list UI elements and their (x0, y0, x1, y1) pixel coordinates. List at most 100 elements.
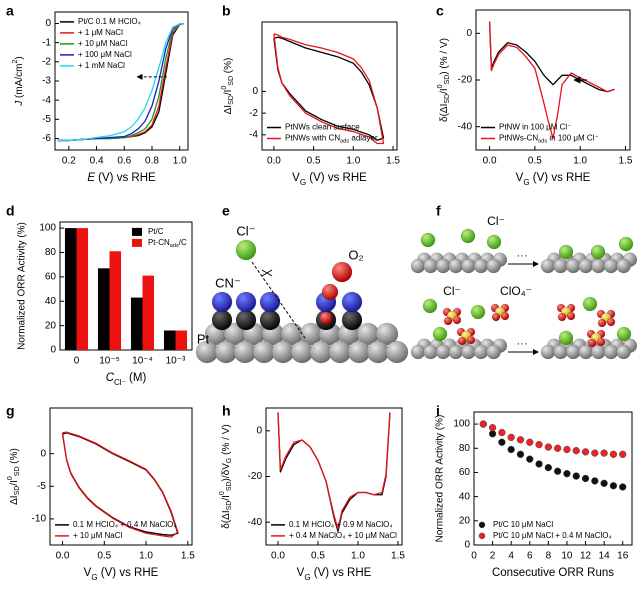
legend-label-part: adlayer (349, 134, 378, 143)
y-axis-label: Normalized ORR Activity (%) (435, 415, 446, 543)
atom (443, 316, 453, 326)
atom (603, 258, 619, 274)
x-axis-label-part: V (292, 172, 300, 184)
y-tick-label: 20 (45, 320, 57, 331)
legend-label: + 1 μM NaCl (78, 28, 123, 37)
x-axis-label-part: G (91, 573, 97, 582)
atom (235, 239, 257, 261)
panel-letter: a (6, 3, 14, 19)
y-tick-label: -40 (458, 121, 473, 132)
atom (214, 340, 238, 364)
data-point (516, 450, 525, 458)
data-point (488, 424, 497, 432)
x-tick-label: 1.5 (386, 156, 400, 167)
x-tick-label: 1.0 (173, 156, 187, 167)
y-tick-label: -2 (42, 56, 51, 67)
legend: Pt/C 10 μM NaCl Pt/C 10 μM NaCl + 0.4 M N… (478, 520, 612, 540)
legend-label: + 0.4 M NaClO₄ + 10 μM NaCl (289, 531, 397, 540)
x-tick-label: 8 (546, 551, 552, 562)
atom (448, 258, 463, 274)
data-point (544, 463, 553, 472)
y-tick-label: 0 (464, 540, 470, 551)
y-axis-label-part: 0 (221, 86, 228, 90)
panel-letter: g (6, 403, 15, 419)
x-tick-label: 0.0 (271, 551, 285, 562)
bar (109, 251, 122, 350)
x-tick-label: 0.5 (307, 156, 321, 167)
atom (436, 258, 451, 274)
panel-letter: h (222, 403, 231, 419)
y-tick-label: 80 (459, 443, 471, 454)
atom (591, 344, 606, 360)
data-point (498, 438, 506, 446)
x-tick-label: 1.5 (619, 156, 633, 167)
y-axis-label-part: SD (14, 466, 21, 476)
data-line (488, 21, 615, 139)
x-tick-label: 6 (527, 551, 533, 562)
y-axis-label-part: ΔI (9, 495, 20, 504)
x-tick-label: 16 (617, 551, 629, 562)
diagram-label: CN⁻ (215, 275, 241, 290)
x-axis-label-part: G (300, 178, 306, 187)
atom (331, 261, 353, 283)
y-tick-label: -5 (37, 481, 46, 492)
data-point (507, 433, 515, 442)
atom (486, 344, 501, 360)
atom (486, 258, 501, 274)
y-tick-label: -1 (42, 37, 51, 48)
x-axis-label-part: G (304, 573, 310, 582)
x-axis-label-part: V (297, 567, 305, 579)
panel-letter: i (436, 403, 440, 419)
legend-label: + 10 μM NaCl (78, 39, 128, 48)
atom (341, 291, 363, 313)
atom (375, 322, 399, 346)
atom (290, 340, 314, 364)
y-axis-label-part: SD (444, 75, 451, 85)
x-tick-label: 1.5 (181, 551, 195, 562)
y-axis-label-part: ) (14, 56, 25, 59)
atom (341, 309, 363, 331)
legend-label: Pt/C (148, 227, 164, 236)
legend-label-part: ads (538, 139, 547, 145)
atom (603, 344, 619, 360)
atom (233, 340, 257, 364)
atom (460, 228, 476, 244)
atom (259, 291, 281, 313)
data-point (516, 436, 525, 444)
atom (582, 296, 598, 312)
x-axis-label-part: (M) (126, 372, 147, 384)
y-axis-label-part: (% / V) (221, 424, 232, 457)
y-axis-label-part: /I (9, 480, 20, 486)
y-tick-label: -4 (42, 95, 51, 106)
bar (163, 330, 176, 350)
y-axis-label-part: /I (223, 90, 234, 96)
y-axis-label-part: 0 (219, 491, 226, 495)
atom (422, 298, 438, 314)
atom (385, 340, 409, 364)
x-axis-label: VG (V) vs RHE (292, 172, 367, 187)
atom (486, 234, 502, 250)
y-axis-label-part: )/δV (221, 463, 232, 482)
y-axis-label: ΔISD/I0SD (%) (7, 448, 21, 505)
y-axis-label-part: 0 (437, 84, 444, 88)
x-tick-label: 0.0 (267, 156, 281, 167)
atom (235, 309, 257, 331)
y-axis-label-part: J (14, 100, 25, 107)
y-tick-label: 100 (453, 419, 470, 430)
atom (423, 344, 438, 360)
y-tick-label: 0 (466, 28, 472, 39)
data-point (609, 450, 618, 458)
data-point (581, 448, 590, 456)
x-axis-label-part: (V) vs RHE (311, 567, 372, 579)
atom (597, 318, 607, 328)
plot-frame (49, 407, 193, 546)
legend-label: Pt/C 0.1 M HClO₄ (78, 17, 141, 26)
y-axis-label-part: SD (228, 95, 235, 105)
legend-label: PtNWs clean surface (285, 123, 360, 132)
y-axis-label: δ(ΔISD/I0SD) (% / V) (437, 38, 451, 122)
y-axis-label-part: δ(ΔI (439, 104, 450, 122)
x-tick-label: 0.6 (117, 156, 131, 167)
legend-swatch (131, 238, 142, 247)
x-axis-label-part: (V) vs RHE (95, 172, 156, 184)
data-point (572, 472, 580, 480)
